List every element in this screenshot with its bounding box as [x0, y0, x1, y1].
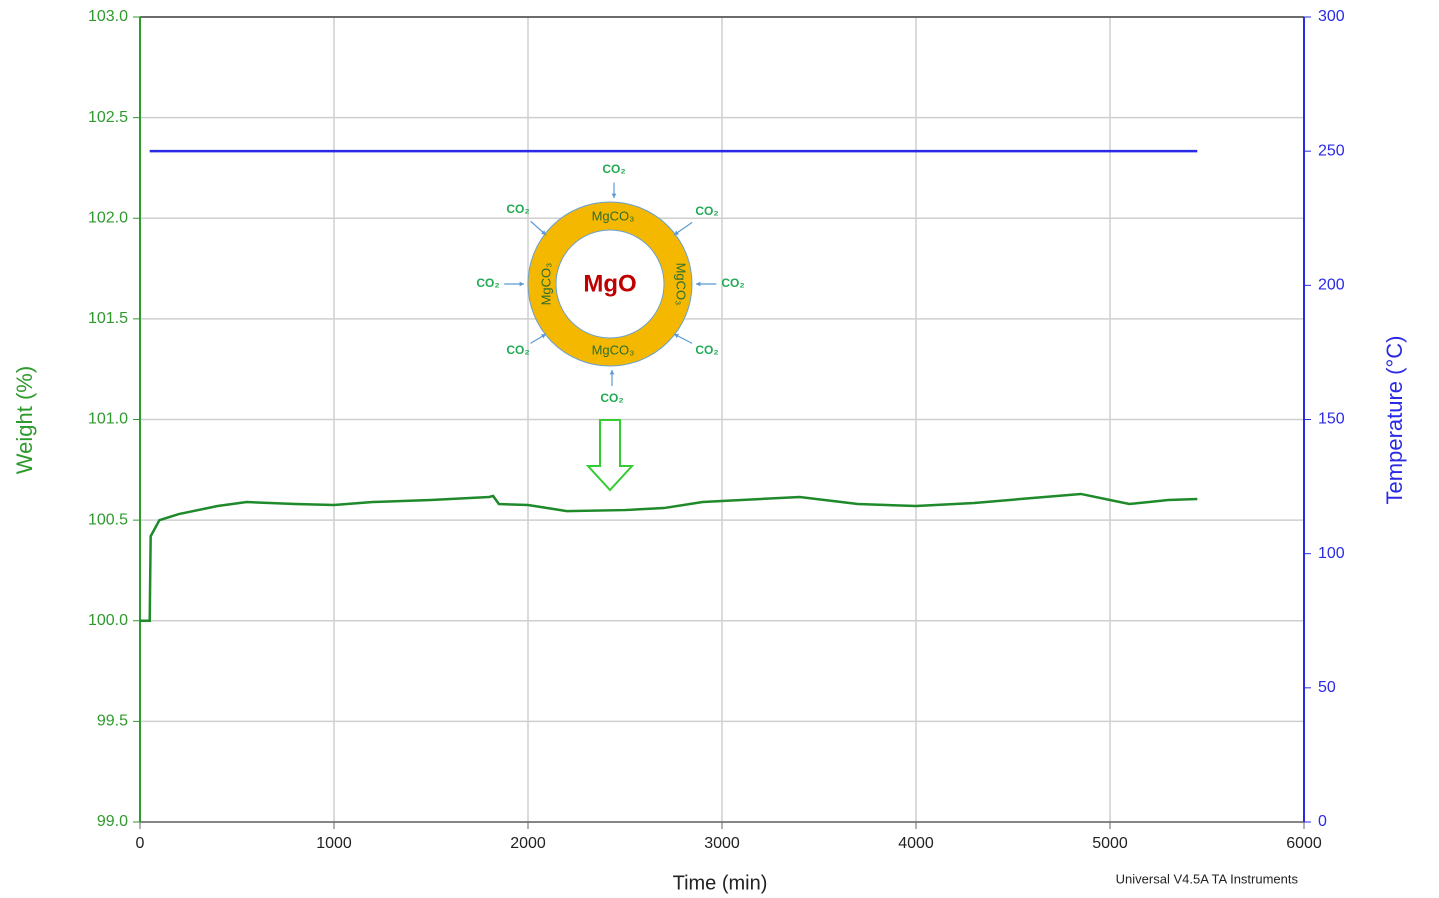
x-tick-label: 4000 — [898, 835, 934, 852]
gas-arrowhead — [611, 193, 617, 198]
y-tick-label: 102.5 — [88, 109, 128, 126]
core — [555, 229, 665, 339]
x-tick-label: 6000 — [1286, 835, 1322, 852]
y2-tick-label: 100 — [1318, 545, 1345, 562]
shell-label: MgCO₃ — [674, 263, 689, 306]
gas-arrowhead — [541, 334, 546, 339]
shell-ring — [528, 202, 692, 366]
shell-label: MgCO₃ — [592, 208, 635, 223]
y2-tick-label: 200 — [1318, 277, 1345, 294]
y2-tick-label: 50 — [1318, 679, 1336, 696]
inset-diagram: MgO MgCO₃ MgCO₃ MgCO₃ MgCO₃ CO₂ CO₂ CO₂ CO₂ CO₂ CO… — [476, 162, 745, 492]
shell-label: MgCO₃ — [538, 263, 553, 306]
y-tick-label: 102.0 — [88, 209, 128, 226]
gas-label: CO₂ — [602, 162, 625, 176]
y2-tick-label: 300 — [1318, 8, 1345, 25]
gas-arrowhead — [609, 370, 615, 375]
x-tick-label: 3000 — [704, 835, 740, 852]
y2-axis-label: Temperature (°C) — [1382, 336, 1407, 505]
y-tick-label: 101.5 — [88, 310, 128, 327]
gas-label: CO₂ — [695, 343, 718, 357]
gas-arrowhead — [541, 230, 546, 235]
x-tick-label: 1000 — [316, 835, 352, 852]
gas-label: CO₂ — [476, 276, 499, 290]
gas-arrowhead — [519, 281, 524, 287]
y-tick-label: 101.0 — [88, 411, 128, 428]
x-tick-label: 2000 — [510, 835, 546, 852]
series-line — [140, 492, 1198, 622]
gas-label: CO₂ — [600, 391, 623, 405]
ring-edge — [527, 201, 693, 367]
gas-arrowhead — [674, 230, 679, 235]
x-axis-label: Time (min) — [673, 872, 768, 894]
shell-label: MgCO₃ — [592, 342, 635, 357]
y2-tick-label: 250 — [1318, 142, 1345, 159]
x-tick-label: 5000 — [1092, 835, 1128, 852]
y-tick-label: 99.5 — [97, 713, 128, 730]
y2-tick-label: 0 — [1318, 813, 1327, 830]
y-tick-label: 100.0 — [88, 612, 128, 629]
core-label: MgO — [583, 270, 636, 297]
y-tick-label: 103.0 — [88, 8, 128, 25]
gas-label: CO₂ — [695, 204, 718, 218]
y-tick-label: 99.0 — [97, 813, 128, 830]
x-tick-label: 0 — [136, 835, 145, 852]
y-tick-label: 100.5 — [88, 511, 128, 528]
down-arrow — [585, 419, 635, 492]
gas-arrowhead — [696, 281, 701, 287]
gas-label: CO₂ — [506, 343, 529, 357]
gas-label: CO₂ — [721, 276, 744, 290]
gas-label: CO₂ — [506, 202, 529, 216]
y-axis-label: Weight (%) — [12, 366, 37, 474]
y2-tick-label: 150 — [1318, 411, 1345, 428]
gas-arrowhead — [674, 333, 679, 339]
source-note: Universal V4.5A TA Instruments — [1116, 871, 1299, 886]
